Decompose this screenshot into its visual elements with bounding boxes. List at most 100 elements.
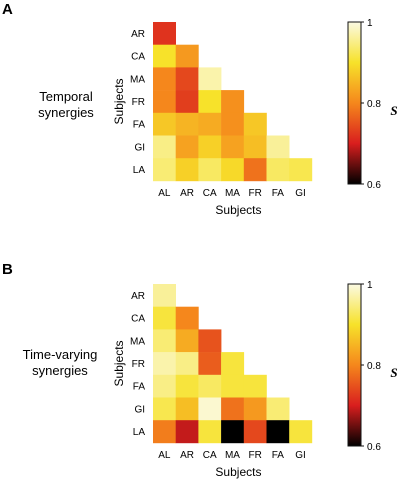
y-axis-title: Subjects [112,78,126,124]
heatmap-cell [175,352,199,376]
heatmap-cell [243,420,267,444]
heatmap-cell [243,158,267,182]
heatmap-cell [198,352,222,376]
y-tick-label: LA [133,427,146,438]
side-label: Temporal [39,89,93,104]
y-tick-label: FA [133,120,146,131]
heatmap-cell [289,158,313,182]
y-tick-label: FR [132,359,145,370]
y-tick-label: MA [130,74,145,85]
heatmap-cell [198,374,222,398]
heatmap-cell [153,44,176,68]
side-label: Time-varying [23,347,98,362]
heatmap-cell [266,135,290,159]
heatmap-cell [153,22,176,45]
heatmap-cell [153,329,176,353]
x-tick-label: AR [180,188,194,199]
x-tick-label: FR [248,450,261,461]
panel-letter: B [2,261,13,278]
colorbar-label: S [390,365,397,380]
heatmap-cell [198,420,222,444]
heatmap-cell [153,397,176,421]
heatmap-cell [175,112,199,136]
y-tick-label: AR [131,29,145,40]
heatmap-cell [243,374,267,398]
y-tick-label: GI [134,404,145,415]
y-tick-label: AR [131,291,145,302]
panel-letter: A [2,1,13,18]
x-tick-label: CA [203,188,217,199]
heatmap-cell [221,397,245,421]
x-tick-label: FR [248,188,261,199]
colorbar-tick-label: 1 [367,18,373,29]
heatmap-cell [153,284,176,307]
heatmap-cell [175,374,199,398]
heatmap-cell [243,112,267,136]
heatmap-cell [266,397,290,421]
heatmap-cell [221,90,245,114]
heatmap-cell [198,397,222,421]
x-tick-label: AL [158,450,171,461]
x-axis-title: Subjects [215,203,261,217]
heatmap-cell [198,135,222,159]
y-axis-title: Subjects [112,340,126,386]
heatmap-cell [153,352,176,376]
colorbar-tick-label: 0.8 [367,361,381,372]
x-axis-title: Subjects [215,465,261,479]
heatmap-cell [153,158,176,182]
heatmap-cell [243,397,267,421]
heatmap-cell [153,90,176,114]
heatmap-cell [175,90,199,114]
heatmap-cell [221,420,245,444]
heatmap-cell [153,420,176,444]
x-tick-label: AR [180,450,194,461]
heatmap-cell [243,135,267,159]
heatmap-cell [198,90,222,114]
colorbar-tick-label: 0.6 [367,442,381,453]
heatmap-cell [175,135,199,159]
x-tick-label: GI [295,188,306,199]
side-label: synergies [32,363,88,378]
heatmap-cell [221,374,245,398]
y-tick-label: LA [133,165,146,176]
heatmap-cell [266,158,290,182]
heatmap-cell [175,329,199,353]
heatmap-cell [175,420,199,444]
heatmap-cell [175,44,199,68]
x-tick-label: CA [203,450,217,461]
y-tick-label: FR [132,97,145,108]
colorbar-tick-label: 0.8 [367,99,381,110]
heatmap-cell [198,158,222,182]
colorbar [347,21,362,185]
x-tick-label: FA [272,450,285,461]
heatmap-cell [198,112,222,136]
colorbar [347,283,362,447]
x-tick-label: MA [225,450,240,461]
y-tick-label: GI [134,142,145,153]
colorbar-tick-label: 1 [367,280,373,291]
heatmap-cell [221,352,245,376]
y-tick-label: MA [130,336,145,347]
heatmap-cell [198,329,222,353]
heatmap-cell [221,135,245,159]
heatmap-cell [153,67,176,91]
x-tick-label: FA [272,188,285,199]
heatmap-cell [175,397,199,421]
heatmap-cell [153,112,176,136]
y-tick-label: CA [131,314,145,325]
heatmap-cell [289,420,313,444]
heatmap-cell [153,374,176,398]
heatmap-cell [175,158,199,182]
y-tick-label: FA [133,382,146,393]
heatmap-cell [153,135,176,159]
side-label: synergies [38,105,94,120]
heatmap-cell [221,112,245,136]
heatmap-cell [221,158,245,182]
heatmap-cell [175,306,199,330]
heatmap-cell [198,67,222,91]
heatmap-cell [266,420,290,444]
heatmap-cell [153,306,176,330]
